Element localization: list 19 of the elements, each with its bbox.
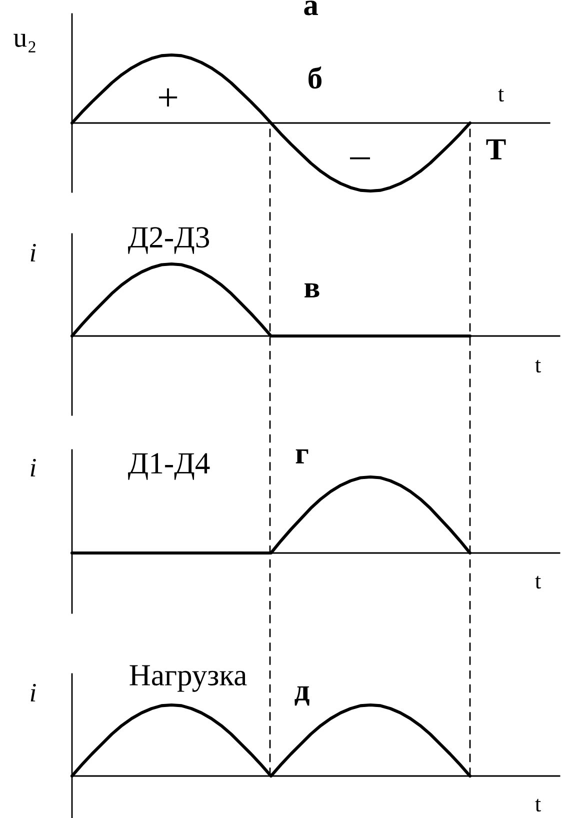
y-axis-title: i	[30, 458, 36, 476]
y-axis-title: i	[30, 684, 36, 702]
annotation: +	[158, 88, 178, 106]
annotation: T	[486, 139, 506, 160]
x-axis-title: t	[535, 576, 541, 589]
chart-title: а	[304, 0, 318, 16]
annotation: б	[308, 66, 322, 89]
x-axis-title: t	[535, 360, 541, 373]
y-axis-title: u₂	[14, 34, 36, 52]
y-axis-title: i	[30, 244, 36, 262]
annotation: д	[294, 686, 310, 706]
text: Д1-Д4	[128, 453, 210, 480]
x-axis-title: t	[535, 798, 541, 812]
text: г	[296, 449, 308, 464]
annotation: в	[304, 283, 320, 298]
annotation: –	[350, 157, 370, 160]
series-label: Нагрузка	[130, 665, 247, 692]
series-label: Д2-Д3	[128, 227, 210, 254]
x-axis-title: t	[498, 88, 504, 102]
